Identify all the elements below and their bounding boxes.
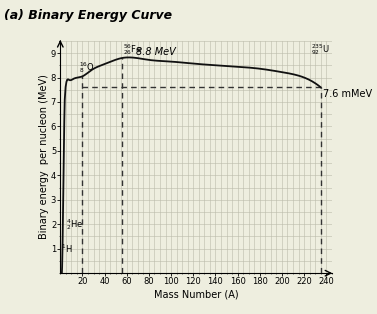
Text: $^{235}_{92}$U: $^{235}_{92}$U — [311, 42, 329, 57]
Text: $^{4}_{2}$He: $^{4}_{2}$He — [66, 217, 83, 232]
Text: 8.8 MeV: 8.8 MeV — [136, 47, 175, 57]
X-axis label: Mass Number (A): Mass Number (A) — [154, 289, 238, 299]
Y-axis label: Binary energy  per nucleon (MeV): Binary energy per nucleon (MeV) — [39, 74, 49, 240]
Text: $^{16}_{8}$O: $^{16}_{8}$O — [79, 60, 95, 75]
Text: $^{56}_{26}$Fe: $^{56}_{26}$Fe — [124, 42, 143, 57]
Text: $^{1}$H: $^{1}$H — [61, 242, 73, 255]
Text: (a) Binary Energy Curve: (a) Binary Energy Curve — [4, 9, 172, 22]
Text: 7.6 mMeV: 7.6 mMeV — [323, 89, 372, 99]
